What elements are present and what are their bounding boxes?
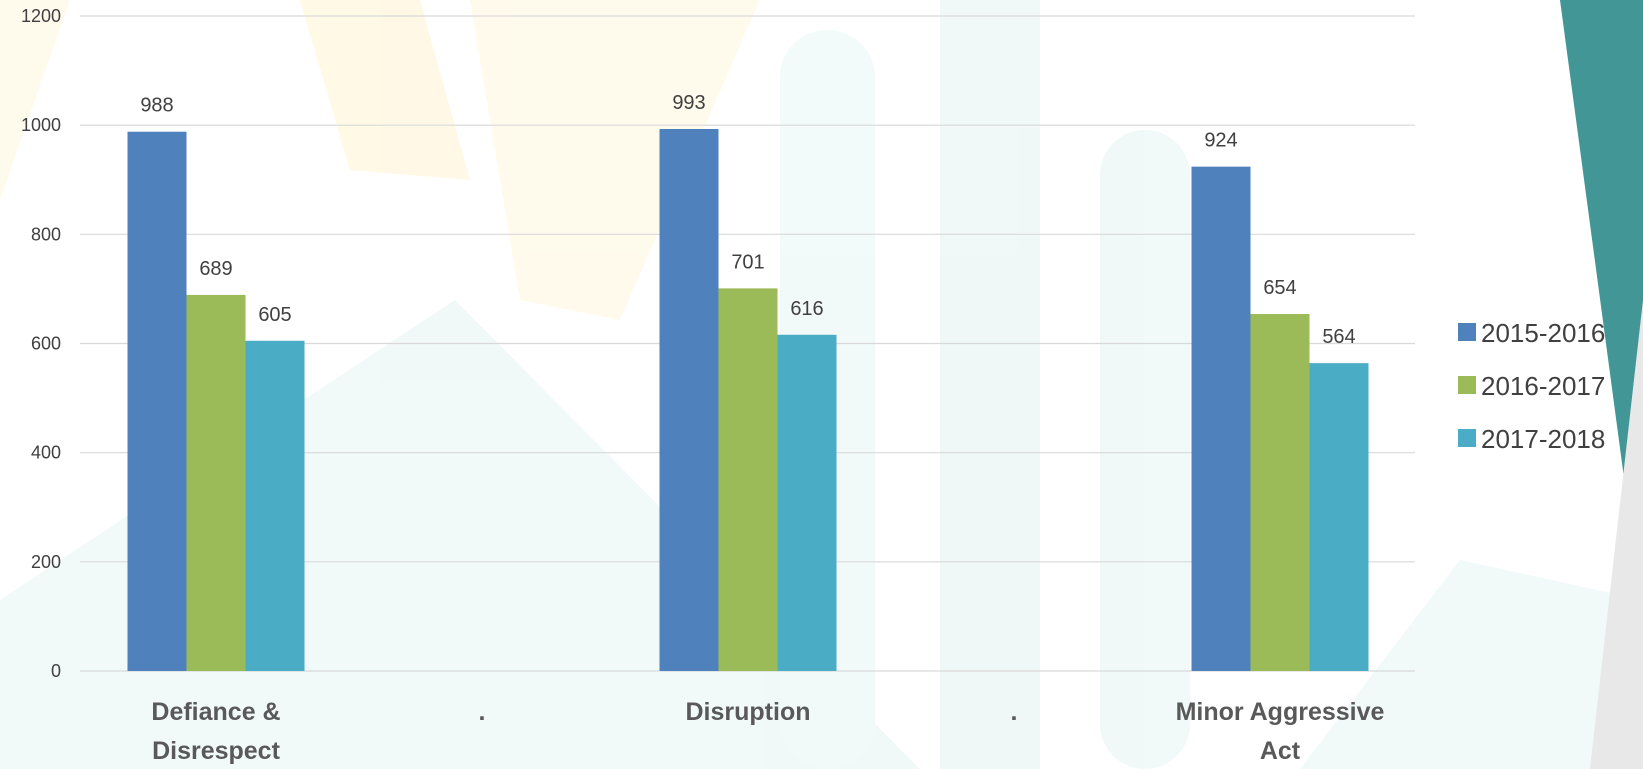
data-label: 701 [731, 251, 764, 273]
legend-item: 2015-2016 [1458, 318, 1605, 348]
data-label: 924 [1204, 130, 1237, 152]
data-label: 605 [258, 304, 291, 326]
bg-teal-shape [1300, 560, 1643, 769]
category-label: . [1011, 698, 1018, 726]
legend-item: 2016-2017 [1458, 371, 1605, 401]
data-label: 988 [140, 95, 173, 117]
legend-label: 2016-2017 [1481, 371, 1605, 401]
y-tick-label: 400 [31, 443, 61, 463]
legend: 2015-2016 2016-2017 2017-2018 [1458, 318, 1605, 454]
y-tick-label: 200 [31, 552, 61, 572]
y-tick-label: 800 [31, 224, 61, 244]
bar-2016-2017 [186, 294, 246, 671]
y-tick-label: 1200 [21, 6, 61, 26]
bg-teal-shape [940, 0, 1040, 769]
x-axis: Defiance & Disrespect. Disruption. Minor Ag… [151, 698, 1384, 765]
y-tick-label: 1000 [21, 115, 61, 135]
data-label: 689 [199, 258, 232, 280]
bars [127, 128, 1369, 672]
y-tick-label: 600 [31, 334, 61, 354]
data-labels: 988 993 924 689 701 654 605 616 564 [140, 92, 1355, 348]
data-label: 654 [1263, 277, 1296, 299]
bg-teal-shape [1100, 130, 1190, 769]
y-axis: 0 200 400 600 800 1000 1200 [21, 6, 61, 681]
bar-2015-2016 [1191, 166, 1251, 671]
bg-yellow-shape [300, 0, 470, 180]
bar-2016-2017 [1250, 314, 1310, 671]
legend-label: 2017-2018 [1481, 424, 1605, 454]
data-label: 993 [672, 92, 705, 114]
bar-2015-2016 [659, 128, 719, 672]
legend-item: 2017-2018 [1458, 424, 1605, 454]
legend-swatch [1458, 376, 1476, 394]
bg-yellow-shape [0, 0, 70, 200]
category-label: Disruption [686, 698, 811, 726]
data-label: 616 [790, 298, 823, 320]
data-label: 564 [1322, 326, 1355, 348]
category-label: Defiance & Disrespect [151, 698, 280, 765]
legend-swatch [1458, 429, 1476, 447]
bg-grey-corner [1590, 300, 1643, 769]
bg-yellow-shape [470, 0, 760, 320]
bar-2017-2018 [1309, 363, 1369, 671]
legend-label: 2015-2016 [1481, 318, 1605, 348]
category-label: Minor Aggressive Act [1176, 698, 1385, 765]
bg-dark-corner [1560, 0, 1643, 769]
bar-2015-2016 [127, 131, 187, 671]
legend-swatch [1458, 323, 1476, 341]
bar-2017-2018 [245, 340, 305, 671]
bar-2016-2017 [718, 288, 778, 671]
y-tick-label: 0 [51, 661, 61, 681]
category-label: . [479, 698, 486, 726]
bar-2017-2018 [777, 334, 837, 671]
